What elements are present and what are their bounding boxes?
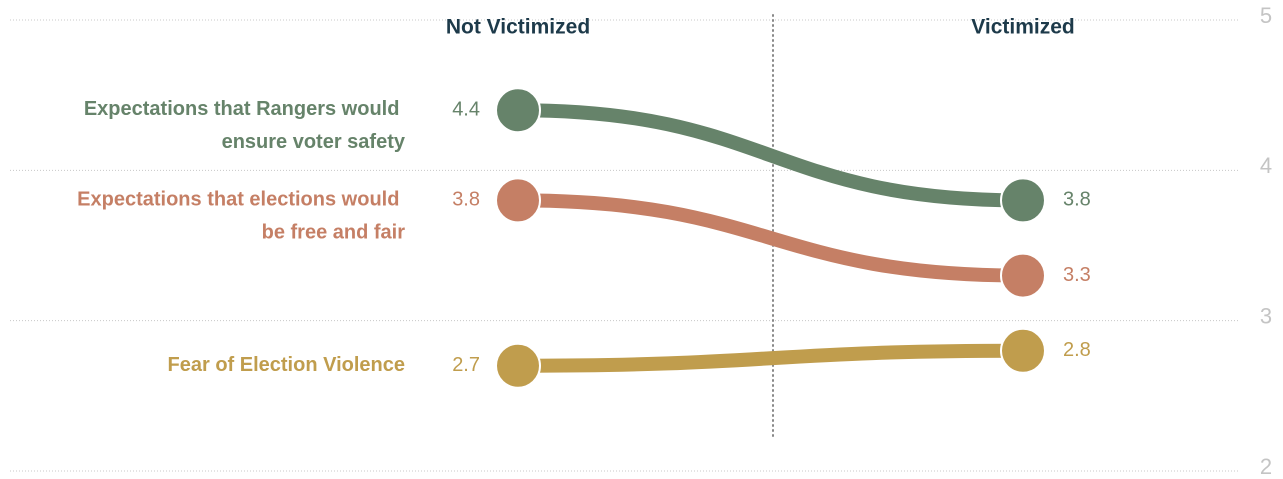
value-label: 4.4: [452, 98, 480, 120]
slope-line: [517, 193, 1024, 283]
column-header: Victimized: [971, 16, 1074, 39]
point: [495, 87, 541, 134]
point: [1000, 327, 1046, 374]
y-tick-label: 2: [1260, 454, 1272, 479]
value-label: 3.3: [1063, 264, 1091, 286]
y-tick-label: 3: [1260, 303, 1272, 328]
point: [1000, 252, 1046, 299]
value-label: 3.8: [1063, 189, 1091, 211]
slope-line: [517, 343, 1024, 373]
column-header: Not Victimized: [446, 16, 590, 39]
series-label: Expectations that Rangers would ensure v…: [84, 98, 406, 153]
series-label: Expectations that elections would be fre…: [77, 189, 405, 244]
value-label: 2.7: [452, 354, 480, 376]
y-tick-label: 5: [1260, 3, 1272, 28]
y-tick-label: 4: [1260, 153, 1272, 178]
point: [495, 342, 541, 389]
slope-line: [517, 103, 1024, 208]
value-label: 2.8: [1063, 339, 1091, 361]
series-label: Fear of Election Violence: [168, 354, 405, 376]
value-label: 3.8: [452, 189, 480, 211]
point: [1000, 177, 1046, 224]
point: [495, 177, 541, 224]
